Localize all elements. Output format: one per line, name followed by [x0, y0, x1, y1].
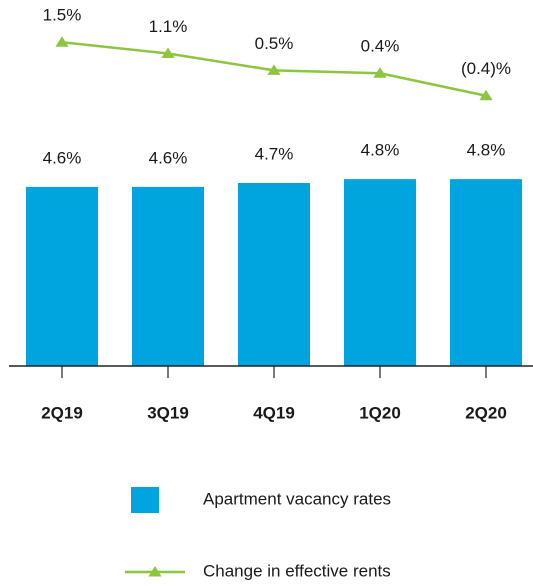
line-value-label: (0.4)% [461, 59, 511, 78]
line-value-label: 0.5% [255, 34, 294, 53]
line-marker [161, 47, 175, 58]
x-tick-label: 3Q19 [147, 403, 189, 422]
bar [344, 179, 416, 366]
x-tick-label: 1Q20 [359, 403, 401, 422]
legend-marker [148, 566, 162, 577]
x-tick-label: 2Q20 [465, 403, 507, 422]
line-marker [55, 36, 69, 47]
bar [450, 179, 522, 366]
line-marker [373, 67, 387, 78]
legend-label: Change in effective rents [203, 561, 391, 580]
line-value-label: 1.1% [149, 17, 188, 36]
bar-value-label: 4.8% [467, 141, 506, 160]
line-marker [479, 89, 493, 101]
legend-label: Apartment vacancy rates [203, 489, 391, 508]
bar-value-label: 4.8% [361, 141, 400, 160]
bar-value-label: 4.7% [255, 144, 294, 163]
line-marker [267, 64, 281, 75]
x-tick-label: 2Q19 [41, 403, 83, 422]
bar [132, 186, 204, 366]
line-value-label: 1.5% [43, 6, 82, 25]
line-value-label: 0.4% [361, 37, 400, 56]
bar-value-label: 4.6% [43, 148, 82, 167]
bar [238, 183, 310, 366]
bar-value-label: 4.6% [149, 148, 188, 167]
x-tick-label: 4Q19 [253, 403, 295, 422]
legend-swatch [131, 487, 159, 513]
bar [26, 186, 98, 366]
